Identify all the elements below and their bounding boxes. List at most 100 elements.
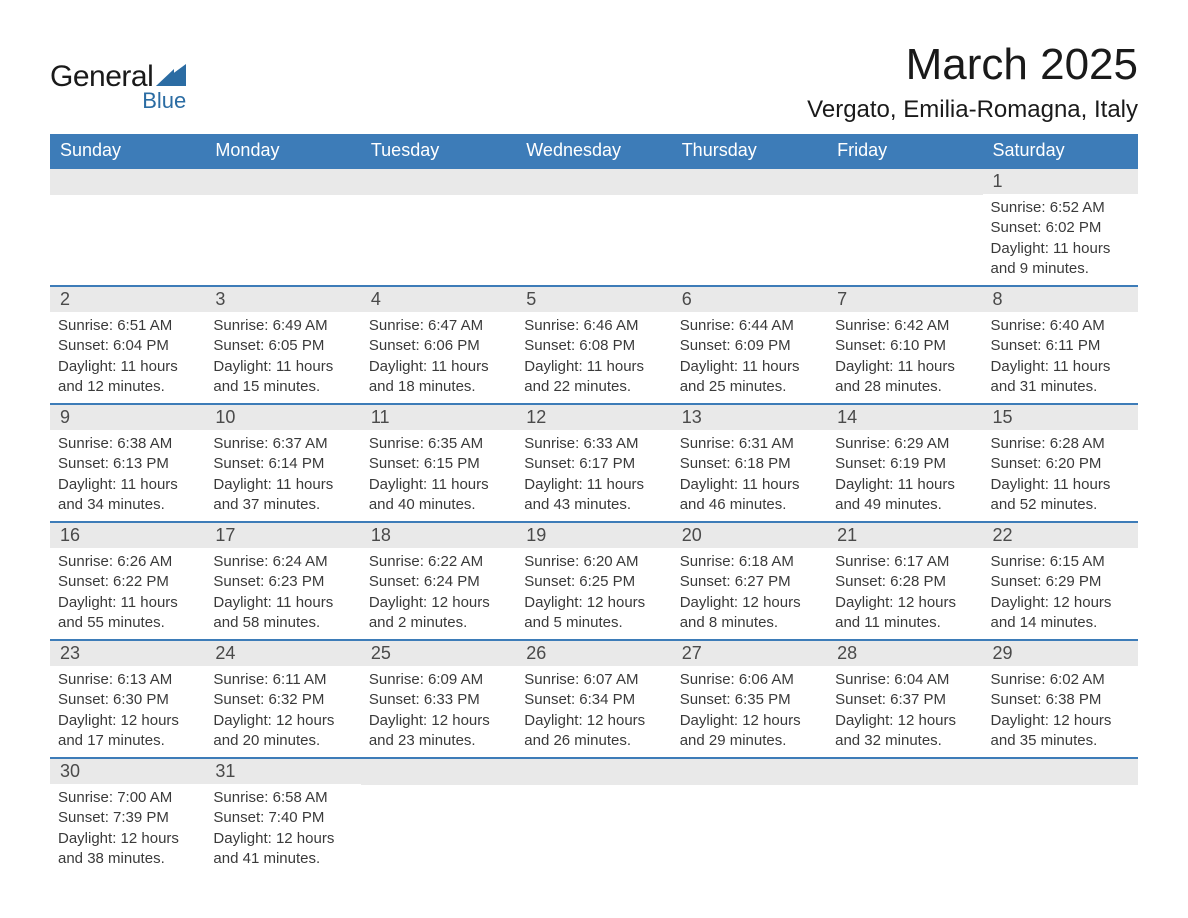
empty-day-bar [827,759,982,785]
day-number: 27 [672,641,827,666]
day-body: Sunrise: 6:15 AMSunset: 6:29 PMDaylight:… [983,548,1138,639]
daylight-text-2: and 32 minutes. [835,731,974,751]
daylight-text-1: Daylight: 11 hours [991,475,1130,495]
empty-day-body [205,195,360,275]
day-cell [672,168,827,286]
daylight-text-1: Daylight: 11 hours [369,475,508,495]
daylight-text-1: Daylight: 12 hours [213,711,352,731]
sunset-text: Sunset: 6:15 PM [369,454,508,474]
sunrise-text: Sunrise: 6:33 AM [524,434,663,454]
empty-day-body [361,785,516,865]
sunrise-text: Sunrise: 6:18 AM [680,552,819,572]
sunset-text: Sunset: 6:33 PM [369,690,508,710]
daylight-text-2: and 14 minutes. [991,613,1130,633]
day-cell: 8Sunrise: 6:40 AMSunset: 6:11 PMDaylight… [983,286,1138,404]
day-cell: 1Sunrise: 6:52 AMSunset: 6:02 PMDaylight… [983,168,1138,286]
sunset-text: Sunset: 6:13 PM [58,454,197,474]
daylight-text-1: Daylight: 12 hours [524,593,663,613]
sunset-text: Sunset: 6:37 PM [835,690,974,710]
day-cell: 23Sunrise: 6:13 AMSunset: 6:30 PMDayligh… [50,640,205,758]
empty-day-bar [50,169,205,195]
daylight-text-1: Daylight: 11 hours [213,357,352,377]
day-body: Sunrise: 6:07 AMSunset: 6:34 PMDaylight:… [516,666,671,757]
day-number: 11 [361,405,516,430]
sunrise-text: Sunrise: 6:52 AM [991,198,1130,218]
sunset-text: Sunset: 6:32 PM [213,690,352,710]
day-cell: 19Sunrise: 6:20 AMSunset: 6:25 PMDayligh… [516,522,671,640]
daylight-text-2: and 58 minutes. [213,613,352,633]
day-cell [205,168,360,286]
day-cell: 22Sunrise: 6:15 AMSunset: 6:29 PMDayligh… [983,522,1138,640]
sunset-text: Sunset: 6:10 PM [835,336,974,356]
day-body: Sunrise: 6:31 AMSunset: 6:18 PMDaylight:… [672,430,827,521]
day-header: Sunday [50,134,205,168]
day-cell: 29Sunrise: 6:02 AMSunset: 6:38 PMDayligh… [983,640,1138,758]
sunrise-text: Sunrise: 6:58 AM [213,788,352,808]
daylight-text-2: and 23 minutes. [369,731,508,751]
day-cell: 3 Sunrise: 6:49 AMSunset: 6:05 PMDaylight… [205,286,360,404]
daylight-text-1: Daylight: 11 hours [369,357,508,377]
sunrise-text: Sunrise: 7:00 AM [58,788,197,808]
day-body: Sunrise: 6:58 AMSunset: 7:40 PMDaylight:… [205,784,360,875]
day-body: Sunrise: 6:29 AMSunset: 6:19 PMDaylight:… [827,430,982,521]
daylight-text-2: and 17 minutes. [58,731,197,751]
daylight-text-2: and 29 minutes. [680,731,819,751]
sunrise-text: Sunrise: 6:49 AM [213,316,352,336]
day-cell: 14Sunrise: 6:29 AMSunset: 6:19 PMDayligh… [827,404,982,522]
day-cell: 27Sunrise: 6:06 AMSunset: 6:35 PMDayligh… [672,640,827,758]
daylight-text-1: Daylight: 12 hours [680,711,819,731]
day-number: 9 [50,405,205,430]
daylight-text-2: and 20 minutes. [213,731,352,751]
sunset-text: Sunset: 6:22 PM [58,572,197,592]
empty-day-bar [672,169,827,195]
sunrise-text: Sunrise: 6:38 AM [58,434,197,454]
day-cell [50,168,205,286]
empty-day-body [983,785,1138,865]
sunset-text: Sunset: 6:04 PM [58,336,197,356]
sunset-text: Sunset: 6:29 PM [991,572,1130,592]
sunset-text: Sunset: 6:05 PM [213,336,352,356]
sunrise-text: Sunrise: 6:07 AM [524,670,663,690]
day-cell [361,758,516,875]
sunrise-text: Sunrise: 6:24 AM [213,552,352,572]
sunrise-text: Sunrise: 6:26 AM [58,552,197,572]
day-body: Sunrise: 6:35 AMSunset: 6:15 PMDaylight:… [361,430,516,521]
sunrise-text: Sunrise: 6:04 AM [835,670,974,690]
day-cell [516,168,671,286]
week-row: 1Sunrise: 6:52 AMSunset: 6:02 PMDaylight… [50,168,1138,286]
day-body: Sunrise: 6:52 AMSunset: 6:02 PMDaylight:… [983,194,1138,285]
daylight-text-1: Daylight: 12 hours [369,711,508,731]
daylight-text-1: Daylight: 11 hours [58,593,197,613]
week-row: 30Sunrise: 7:00 AMSunset: 7:39 PMDayligh… [50,758,1138,875]
daylight-text-1: Daylight: 12 hours [524,711,663,731]
empty-day-bar [361,169,516,195]
day-number: 4 [361,287,516,312]
sunrise-text: Sunrise: 6:06 AM [680,670,819,690]
day-cell: 6Sunrise: 6:44 AMSunset: 6:09 PMDaylight… [672,286,827,404]
day-cell: 9Sunrise: 6:38 AMSunset: 6:13 PMDaylight… [50,404,205,522]
sunset-text: Sunset: 6:18 PM [680,454,819,474]
sunset-text: Sunset: 6:30 PM [58,690,197,710]
day-body: Sunrise: 6:17 AMSunset: 6:28 PMDaylight:… [827,548,982,639]
daylight-text-1: Daylight: 11 hours [58,357,197,377]
day-cell: 13Sunrise: 6:31 AMSunset: 6:18 PMDayligh… [672,404,827,522]
daylight-text-1: Daylight: 12 hours [991,593,1130,613]
day-body: Sunrise: 6:02 AMSunset: 6:38 PMDaylight:… [983,666,1138,757]
day-body: Sunrise: 6:47 AMSunset: 6:06 PMDaylight:… [361,312,516,403]
empty-day-bar [361,759,516,785]
daylight-text-2: and 18 minutes. [369,377,508,397]
day-cell: 31Sunrise: 6:58 AMSunset: 7:40 PMDayligh… [205,758,360,875]
daylight-text-1: Daylight: 11 hours [680,357,819,377]
sunrise-text: Sunrise: 6:11 AM [213,670,352,690]
daylight-text-2: and 8 minutes. [680,613,819,633]
daylight-text-1: Daylight: 12 hours [58,829,197,849]
day-number: 30 [50,759,205,784]
sunset-text: Sunset: 6:09 PM [680,336,819,356]
sunrise-text: Sunrise: 6:28 AM [991,434,1130,454]
day-cell [516,758,671,875]
day-number: 3 [205,287,360,312]
sunrise-text: Sunrise: 6:17 AM [835,552,974,572]
daylight-text-2: and 52 minutes. [991,495,1130,515]
day-cell: 10Sunrise: 6:37 AMSunset: 6:14 PMDayligh… [205,404,360,522]
daylight-text-2: and 25 minutes. [680,377,819,397]
